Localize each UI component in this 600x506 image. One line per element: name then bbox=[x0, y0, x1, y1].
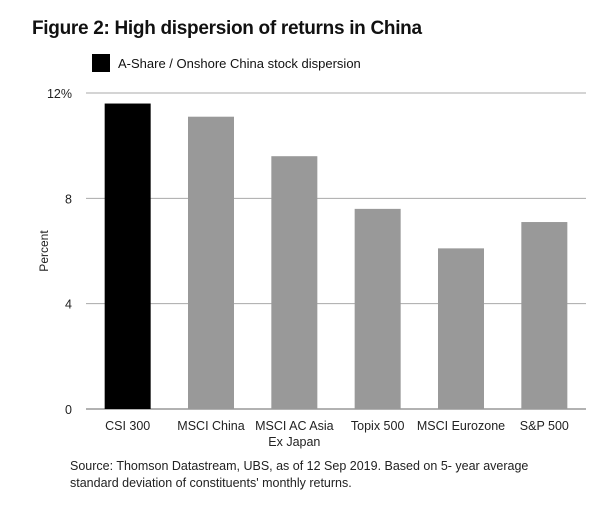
grid-lines bbox=[86, 92, 586, 410]
legend: A-Share / Onshore China stock dispersion bbox=[92, 54, 361, 72]
bar bbox=[104, 103, 151, 410]
y-tick-label: 4 bbox=[65, 298, 72, 312]
bar bbox=[438, 248, 484, 409]
x-tick-label: MSCI AC Asia bbox=[255, 419, 334, 433]
x-tick-label: Topix 500 bbox=[351, 419, 405, 433]
x-tick-label: MSCI China bbox=[177, 419, 244, 433]
x-tick-label: Ex Japan bbox=[268, 435, 320, 449]
source-note: Source: Thomson Datastream, UBS, as of 1… bbox=[70, 459, 529, 490]
y-tick-label: 0 bbox=[65, 403, 72, 417]
chart-title: Figure 2: High dispersion of returns in … bbox=[32, 18, 422, 39]
x-tick-label: MSCI Eurozone bbox=[417, 419, 505, 433]
y-tick-label: 8 bbox=[65, 192, 72, 206]
bars bbox=[104, 103, 568, 410]
x-tick-label: CSI 300 bbox=[105, 419, 150, 433]
bar bbox=[271, 156, 318, 409]
legend-swatch bbox=[92, 54, 110, 72]
y-tick-labels: 0 4 8 12% bbox=[47, 87, 72, 417]
y-axis-label: Percent bbox=[37, 230, 51, 272]
x-tick-label: S&P 500 bbox=[520, 419, 569, 433]
y-tick-label: 12% bbox=[47, 87, 72, 101]
x-tick-labels: CSI 300 MSCI China MSCI AC Asia Ex Japan Top… bbox=[105, 419, 569, 449]
bar bbox=[188, 116, 234, 409]
bar bbox=[521, 222, 568, 409]
bar bbox=[354, 208, 401, 409]
legend-label: A-Share / Onshore China stock dispersion bbox=[118, 55, 361, 71]
